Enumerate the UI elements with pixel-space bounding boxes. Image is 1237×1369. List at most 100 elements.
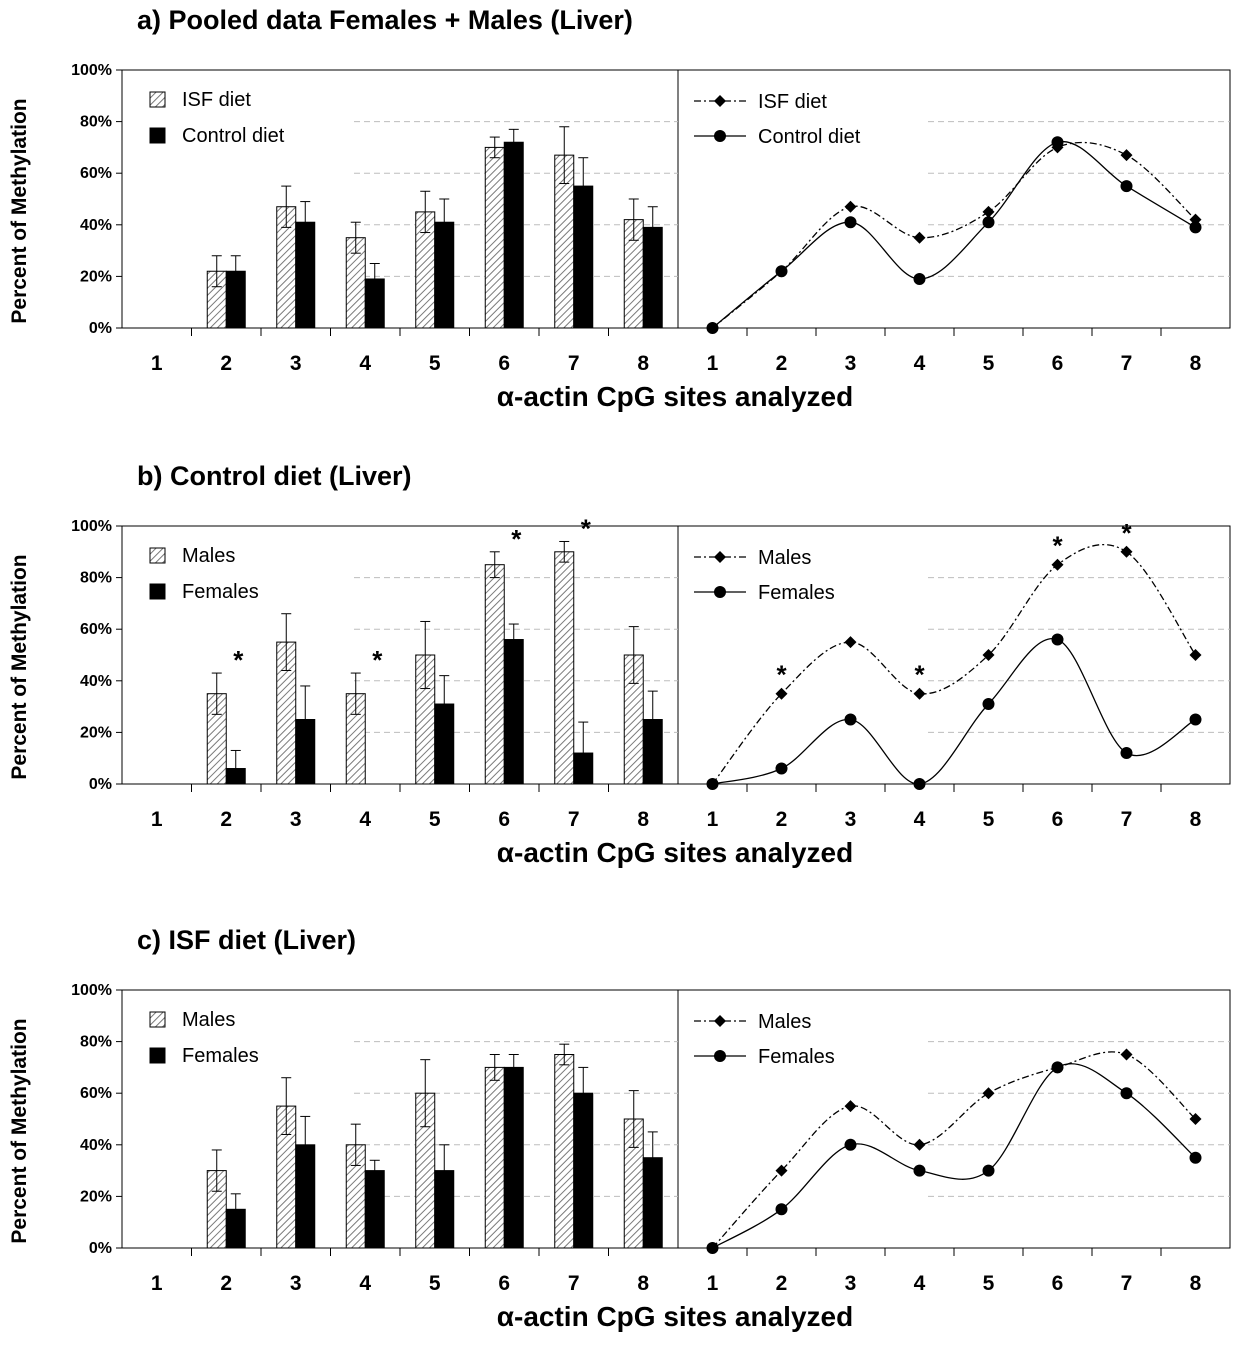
point-marker-diamond xyxy=(982,205,995,218)
point-marker-circle xyxy=(913,778,926,790)
x-tick-label: 4 xyxy=(914,808,926,831)
x-tick-label: 6 xyxy=(498,808,510,831)
x-tick-label: 7 xyxy=(1121,808,1133,831)
point-marker-circle xyxy=(706,322,719,334)
x-tick-label: 3 xyxy=(845,352,857,375)
legend-swatch-solid xyxy=(149,127,166,144)
point-marker-diamond xyxy=(1189,649,1202,661)
y-tick-label: 100% xyxy=(71,518,112,535)
x-tick-label: 4 xyxy=(359,808,371,831)
point-marker-circle xyxy=(1189,221,1202,234)
x-tick-label: 5 xyxy=(983,808,995,831)
bar-series1 xyxy=(554,1054,575,1249)
panel-title: c) ISF diet (Liver) xyxy=(137,925,357,955)
legend-swatch-hatched xyxy=(149,91,166,108)
x-tick-label: 6 xyxy=(1052,808,1064,831)
panel-a-plot: 0% 20% 40% 60% 80% 100% 1 2 3 4 5 6 7 8 ISF diet Contro… xyxy=(71,62,1231,375)
bar-series2 xyxy=(503,639,524,785)
point-marker-circle xyxy=(706,1242,719,1254)
x-tick-label: 2 xyxy=(776,808,788,831)
significance-star: * xyxy=(581,513,592,543)
point-marker-diamond xyxy=(844,1100,857,1113)
x-axis-label: α-actin CpG sites analyzed xyxy=(496,1301,854,1332)
panel-a: a) Pooled data Females + Males (Liver) P… xyxy=(0,0,1237,449)
x-tick-label: 5 xyxy=(983,352,995,375)
legend-label: Control diet xyxy=(758,126,861,148)
panel-c: c) ISF diet (Liver) Percent of Methylati… xyxy=(0,920,1237,1369)
series-line-series2 xyxy=(712,140,1196,329)
bar-series1 xyxy=(554,551,575,785)
point-marker-circle xyxy=(982,698,995,711)
point-marker-circle xyxy=(1051,1061,1064,1074)
point-marker-diamond xyxy=(775,1164,788,1177)
y-tick-label: 60% xyxy=(80,165,112,182)
legend-marker-circle xyxy=(714,586,726,598)
significance-star: * xyxy=(914,660,925,690)
x-tick-label: 2 xyxy=(776,352,788,375)
x-tick-label: 5 xyxy=(983,1272,995,1295)
x-tick-label: 3 xyxy=(845,808,857,831)
legend-label: Females xyxy=(182,581,259,603)
x-tick-label: 8 xyxy=(637,352,649,375)
point-marker-circle xyxy=(982,216,995,229)
legend-label: Females xyxy=(182,1045,259,1067)
x-tick-label: 7 xyxy=(568,808,580,831)
x-tick-label: 3 xyxy=(290,808,302,831)
bar-series2 xyxy=(503,141,524,329)
x-tick-label: 1 xyxy=(707,352,719,375)
x-tick-label: 2 xyxy=(220,808,232,831)
legend-label: Males xyxy=(758,547,811,569)
x-tick-label: 3 xyxy=(290,1272,302,1295)
point-marker-circle xyxy=(844,1138,857,1151)
y-tick-label: 80% xyxy=(80,1034,112,1051)
significance-star: * xyxy=(776,660,787,690)
x-tick-label: 5 xyxy=(429,1272,441,1295)
point-marker-circle xyxy=(1120,180,1133,193)
point-marker-diamond xyxy=(844,636,857,649)
legend-label: Males xyxy=(182,1009,235,1031)
x-tick-label: 4 xyxy=(914,352,926,375)
y-tick-label: 0% xyxy=(89,320,112,337)
point-marker-circle xyxy=(775,265,788,278)
y-tick-label: 100% xyxy=(71,62,112,79)
point-marker-circle xyxy=(1120,1087,1133,1100)
panel-b: b) Control diet (Liver) Percent of Methy… xyxy=(0,456,1237,905)
x-tick-label: 7 xyxy=(568,1272,580,1295)
x-tick-label: 4 xyxy=(359,1272,371,1295)
x-tick-label: 7 xyxy=(1121,1272,1133,1295)
point-marker-circle xyxy=(775,762,788,775)
series-line-series1 xyxy=(712,141,1196,329)
x-tick-label: 6 xyxy=(1052,1272,1064,1295)
x-tick-label: 6 xyxy=(498,352,510,375)
point-marker-diamond xyxy=(1189,1113,1202,1125)
bar-series1 xyxy=(484,1066,505,1249)
y-tick-label: 0% xyxy=(89,776,112,793)
y-tick-label: 60% xyxy=(80,621,112,638)
x-tick-label: 2 xyxy=(220,1272,232,1295)
y-tick-label: 20% xyxy=(80,268,112,285)
point-marker-circle xyxy=(982,1164,995,1177)
point-marker-diamond xyxy=(982,1087,995,1100)
legend-label: Females xyxy=(758,1046,835,1068)
legend-label: ISF diet xyxy=(182,89,251,111)
panel-title: a) Pooled data Females + Males (Liver) xyxy=(137,5,633,35)
x-tick-label: 2 xyxy=(776,1272,788,1295)
x-tick-label: 8 xyxy=(637,808,649,831)
x-tick-label: 5 xyxy=(429,808,441,831)
x-tick-label: 4 xyxy=(914,1272,926,1295)
significance-star: * xyxy=(1121,518,1132,548)
series-line-series2 xyxy=(712,1063,1196,1249)
y-tick-label: 40% xyxy=(80,217,112,234)
legend-label: Males xyxy=(758,1011,811,1033)
y-tick-label: 40% xyxy=(80,1137,112,1154)
x-tick-label: 6 xyxy=(498,1272,510,1295)
y-tick-label: 0% xyxy=(89,1240,112,1257)
point-marker-diamond xyxy=(844,200,857,213)
x-tick-label: 5 xyxy=(429,352,441,375)
point-marker-circle xyxy=(775,1203,788,1216)
point-marker-diamond xyxy=(775,687,788,700)
legend-marker-diamond xyxy=(714,551,726,563)
legend-label: Females xyxy=(758,582,835,604)
point-marker-diamond xyxy=(1120,149,1133,162)
point-marker-circle xyxy=(706,778,719,790)
